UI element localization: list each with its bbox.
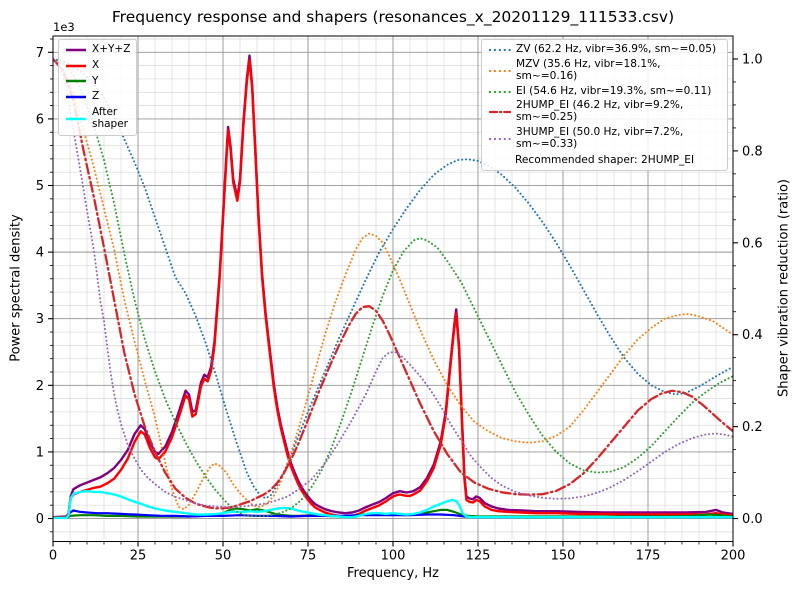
- x-tick-label: 200: [721, 549, 746, 564]
- series-after-shaper-line: [53, 490, 733, 520]
- legend-item-label: MZV (35.6 Hz, vibr=18.1%, sm~=0.16): [516, 57, 661, 82]
- y-right-tick-label: 0.0: [742, 512, 763, 527]
- x-tick-label: 25: [130, 549, 147, 564]
- legend-item-z: Z: [65, 90, 130, 103]
- x-tick-label: 150: [551, 549, 576, 564]
- x-tick-label: 75: [300, 549, 317, 564]
- chart-title: Frequency response and shapers (resonanc…: [111, 8, 675, 26]
- y-left-offset-label: 1e3: [53, 20, 75, 34]
- x-tick-label: 0: [49, 549, 57, 564]
- x-tick-label: 175: [636, 549, 661, 564]
- legend-item-mzv: MZV (35.6 Hz, vibr=18.1%, sm~=0.16): [489, 57, 720, 83]
- series-mzv-line: [53, 58, 733, 511]
- legend-swatch-solid: [66, 117, 86, 121]
- y-left-tick-label: 2: [36, 379, 44, 394]
- legend-swatch-dotted: [489, 90, 511, 93]
- x-axis-label: Frequency, Hz: [346, 566, 440, 581]
- series-zv-line: [53, 58, 733, 500]
- legend-item-label: Y: [92, 74, 99, 87]
- x-tick-label: 125: [466, 549, 491, 564]
- y-right-tick-label: 0.2: [742, 420, 763, 435]
- legend-item-zv: ZV (62.2 Hz, vibr=36.9%, sm~=0.05): [489, 43, 720, 56]
- series-3hump-ei-line: [53, 58, 733, 508]
- legend-psd: X+Y+Z X Y Z After shaper: [58, 39, 138, 136]
- legend-item-y: Y: [65, 74, 130, 88]
- y-right-axis-label: Shaper vibration reduction (ratio): [776, 179, 792, 397]
- legend-shapers: ZV (62.2 Hz, vibr=36.9%, sm~=0.05) MZV (3…: [481, 39, 728, 171]
- legend-swatch-dotted: [489, 69, 511, 72]
- legend-swatch-solid: [66, 80, 86, 83]
- legend-item-x: X: [65, 58, 130, 72]
- y-left-tick-label: 1: [36, 445, 44, 460]
- series-2hump-ei-line: [53, 57, 733, 510]
- legend-item-label: After shaper: [92, 106, 129, 130]
- recommended-shaper-note: Recommended shaper: 2HUMP_EI: [515, 153, 695, 166]
- series-ei-line: [53, 58, 733, 518]
- legend-item-label: 2HUMP_EI (46.2 Hz, vibr=9.2%, sm~=0.25): [516, 99, 684, 124]
- x-tick-label: 50: [215, 549, 232, 564]
- y-left-tick-label: 3: [36, 312, 44, 327]
- y-left-tick-label: 5: [36, 179, 44, 194]
- legend-swatch-solid: [66, 95, 86, 99]
- y-left-tick-label: 4: [36, 246, 44, 261]
- legend-item-label: X+Y+Z: [92, 43, 131, 55]
- legend-swatch-solid: [66, 48, 86, 52]
- legend-item-2hump-ei: 2HUMP_EI (46.2 Hz, vibr=9.2%, sm~=0.25): [489, 100, 720, 124]
- y-left-tick-label: 6: [36, 112, 44, 127]
- y-left-tick-label: 7: [36, 46, 44, 61]
- y-right-tick-label: 0.6: [742, 236, 763, 251]
- legend-item-label: 3HUMP_EI (50.0 Hz, vibr=7.2%, sm~=0.33): [516, 126, 684, 151]
- series-lines: [53, 54, 733, 520]
- legend-item-label: ZV (62.2 Hz, vibr=36.9%, sm~=0.05): [516, 43, 717, 55]
- legend-item-x-y-z: X+Y+Z: [65, 43, 131, 56]
- legend-item-3hump-ei: 3HUMP_EI (50.0 Hz, vibr=7.2%, sm~=0.33): [489, 126, 720, 151]
- legend-swatch-dotted: [489, 137, 511, 141]
- legend-swatch-solid: [66, 64, 86, 67]
- legend-item-ei: EI (54.6 Hz, vibr=19.3%, sm~=0.11): [489, 84, 720, 98]
- y-right-tick-label: 1.0: [742, 52, 763, 67]
- grid-minor: [53, 36, 733, 542]
- ticks-and-tick-labels: 0 25 50 75 100 125 150 175 200 0 1 2 3 4 5 6 7 0.0 0.2 0.4 0…: [36, 38, 763, 564]
- x-tick-label: 100: [381, 549, 406, 564]
- legend-swatch-dotted: [489, 48, 511, 52]
- y-right-tick-label: 0.8: [742, 144, 763, 159]
- legend-item-after-shaper: After shaper: [65, 106, 130, 131]
- series-x-y-z-line: [53, 54, 733, 519]
- y-left-axis-label: Power spectral density: [8, 214, 24, 362]
- legend-item-label: EI (54.6 Hz, vibr=19.3%, sm~=0.11): [516, 84, 712, 97]
- y-left-tick-label: 0: [36, 512, 44, 527]
- legend-item-label: X: [92, 58, 100, 71]
- y-right-tick-label: 0.4: [742, 328, 763, 343]
- series-x-line: [53, 58, 733, 519]
- legend-swatch-dashdot: [489, 111, 511, 114]
- legend-item-label: Z: [92, 90, 100, 103]
